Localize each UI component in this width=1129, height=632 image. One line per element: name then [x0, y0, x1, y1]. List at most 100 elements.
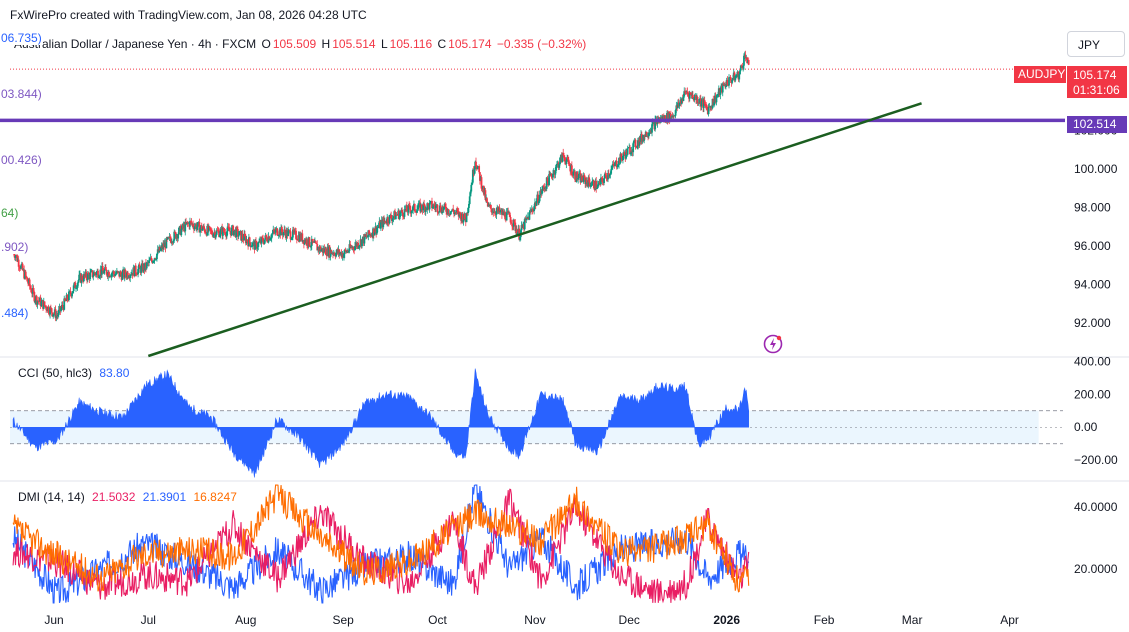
candle-body: [189, 221, 192, 222]
candle-body: [261, 237, 264, 239]
cci-tick-label: −200.00: [1074, 453, 1118, 467]
candle-body: [504, 212, 506, 219]
candle-body: [170, 239, 172, 244]
candle-body: [468, 203, 470, 209]
candle-body: [71, 291, 74, 294]
dmi-tick-label: 40.0000: [1074, 500, 1118, 514]
candle-body: [243, 233, 246, 241]
candle-body: [174, 231, 176, 233]
candle-body: [33, 292, 36, 302]
candle-body: [36, 300, 39, 305]
candle-body: [669, 113, 671, 122]
candle-body: [228, 227, 231, 231]
candle-body: [357, 242, 360, 248]
candle-body: [591, 181, 594, 186]
candle-body: [43, 301, 46, 306]
candle-body: [306, 239, 308, 246]
currency-button[interactable]: JPY: [1067, 31, 1125, 57]
candle-body: [583, 175, 586, 178]
candle-body: [568, 164, 571, 167]
lightning-icon[interactable]: [763, 334, 783, 354]
candle-body: [716, 95, 719, 97]
candle-body: [95, 272, 98, 276]
candle-body: [604, 173, 607, 176]
candle-body: [266, 237, 268, 242]
price-pane: [0, 50, 1065, 358]
candle-body: [546, 177, 549, 182]
candle-body: [693, 97, 696, 101]
candle-body: [734, 75, 737, 81]
candle-body: [456, 209, 459, 211]
time-tick-label: Feb: [814, 613, 835, 627]
candle-body: [196, 222, 199, 227]
candle-body: [49, 307, 51, 315]
candle-body: [610, 169, 613, 174]
candle-body: [651, 124, 653, 133]
candle-body: [343, 254, 345, 258]
price-tick-label: 94.000: [1074, 278, 1111, 292]
candle-body: [597, 183, 600, 185]
candle-body: [438, 211, 440, 213]
candle-body: [399, 212, 402, 214]
candle-body: [651, 122, 654, 125]
candle-body: [600, 177, 602, 185]
candle-body: [740, 65, 743, 67]
candle-body: [291, 229, 294, 238]
candle-body: [614, 162, 616, 166]
candle-body: [159, 247, 162, 251]
dmi-series-1: [12, 488, 750, 604]
candle-body: [291, 237, 294, 240]
candle-body: [433, 204, 436, 207]
candle-body: [201, 228, 204, 231]
candle-body: [376, 227, 379, 229]
candle-body: [380, 222, 382, 229]
candle-body: [373, 232, 376, 236]
candle-body: [554, 170, 557, 175]
candle-body: [454, 212, 457, 214]
candle-body: [308, 237, 311, 247]
candle-body: [732, 78, 734, 80]
candle-body: [173, 231, 176, 241]
candle-body: [453, 212, 456, 214]
fib-level-label: .484): [0, 305, 30, 320]
candle-body: [256, 246, 259, 249]
chart-header: FxWirePro created with TradingView.com, …: [10, 8, 367, 22]
candle-body: [523, 218, 526, 230]
candle-body: [513, 219, 516, 223]
candle-body: [577, 177, 580, 180]
level-price-badge: 102.514: [1067, 116, 1127, 133]
candle-body: [548, 174, 550, 186]
candle-body: [465, 212, 468, 223]
candle-body: [177, 234, 180, 239]
candle-body: [634, 139, 637, 147]
candle-body: [535, 201, 538, 206]
candle-body: [277, 235, 280, 236]
fib-level-label: 64): [0, 205, 20, 220]
candle-body: [514, 222, 517, 231]
dmi-minus-value: 21.5032: [92, 490, 136, 504]
candle-body: [537, 194, 539, 204]
candle-body: [44, 305, 47, 307]
candle-body: [731, 79, 734, 83]
cci-legend[interactable]: CCI (50, hlc3) 83.80: [18, 366, 129, 380]
candle-body: [511, 223, 514, 227]
candle-body: [427, 203, 429, 205]
open-label: O: [261, 37, 271, 51]
candle-body: [224, 232, 227, 236]
candle-body: [25, 276, 28, 278]
high-label: H: [321, 37, 331, 51]
candle-body: [55, 314, 58, 319]
candle-body: [89, 272, 92, 280]
candle-body: [461, 214, 464, 223]
candle-body: [222, 228, 225, 232]
candle-body: [196, 226, 198, 230]
symbol-legend[interactable]: Australian Dollar / Japanese Yen · 4h · …: [14, 37, 588, 51]
candle-body: [407, 205, 410, 213]
candle-body: [273, 229, 275, 232]
candle-body: [64, 298, 66, 301]
time-tick-label: Nov: [524, 613, 545, 627]
dmi-legend[interactable]: DMI (14, 14) 21.5032 21.3901 16.8247: [18, 490, 237, 504]
candle-body: [64, 300, 67, 302]
candle-body: [352, 246, 355, 249]
